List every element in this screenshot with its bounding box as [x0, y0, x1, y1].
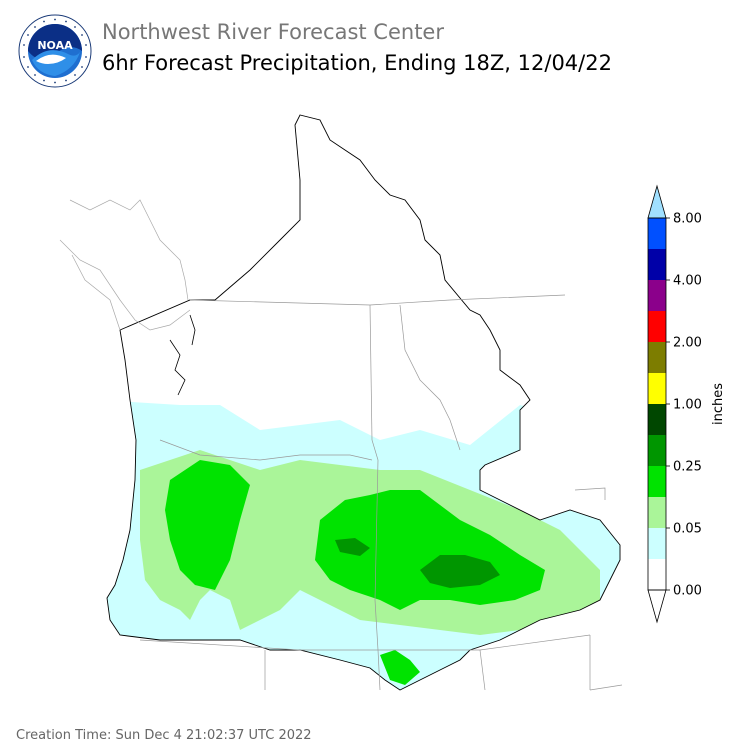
colorbar-bin	[648, 466, 666, 497]
precip-area-0-5-1-0-small	[335, 538, 370, 556]
colorbar-bin	[648, 342, 666, 373]
coastline-sound	[169, 314, 196, 396]
colorbar-tick-label: 1.00	[673, 398, 702, 413]
map-title: Northwest River Forecast Center	[102, 20, 444, 44]
colorbar-bin	[648, 218, 666, 249]
colorbar-unit-label: inches	[711, 383, 726, 425]
colorbar-tick-label: 0.05	[673, 522, 702, 537]
precipitation-map	[59, 114, 623, 691]
colorbar-tick-label: 2.00	[673, 336, 702, 351]
colorbar-bin	[648, 249, 666, 280]
precipitation-colorbar: 0.00 0.05 0.25 1.00 2.00 4.00 8.00 inches	[647, 184, 726, 624]
logo-ring-dots	[23, 18, 87, 84]
colorbar-tick-label: 8.00	[673, 212, 702, 227]
colorbar-bin	[648, 528, 666, 559]
colorbar-tick-label: 4.00	[673, 274, 702, 289]
colorbar-tick-label: 0.25	[673, 460, 702, 475]
map-subtitle: 6hr Forecast Precipitation, Ending 18Z, …	[102, 51, 612, 75]
noaa-logo: NOAA	[18, 14, 92, 88]
colorbar-bin	[648, 311, 666, 342]
coastline-north	[59, 199, 191, 331]
political-boundaries	[139, 294, 623, 691]
colorbar-under-triangle	[647, 589, 667, 624]
colorbar-bin	[648, 559, 666, 590]
precip-area-0-25-0-5-south	[380, 650, 420, 685]
logo-text: NOAA	[37, 39, 73, 52]
colorbar-bin	[648, 435, 666, 466]
colorbar-bin	[648, 404, 666, 435]
basin-boundary	[106, 114, 621, 691]
precip-area-0-25-0-5	[165, 460, 250, 590]
creation-time: Creation Time: Sun Dec 4 21:02:37 UTC 20…	[16, 728, 312, 743]
colorbar-bin	[648, 373, 666, 404]
colorbar-bin	[648, 280, 666, 311]
precip-area-0-5-1-0	[420, 555, 500, 588]
colorbar-over-triangle	[647, 184, 667, 219]
colorbar-tick-label: 0.00	[673, 584, 702, 599]
colorbar-bin	[648, 497, 666, 528]
